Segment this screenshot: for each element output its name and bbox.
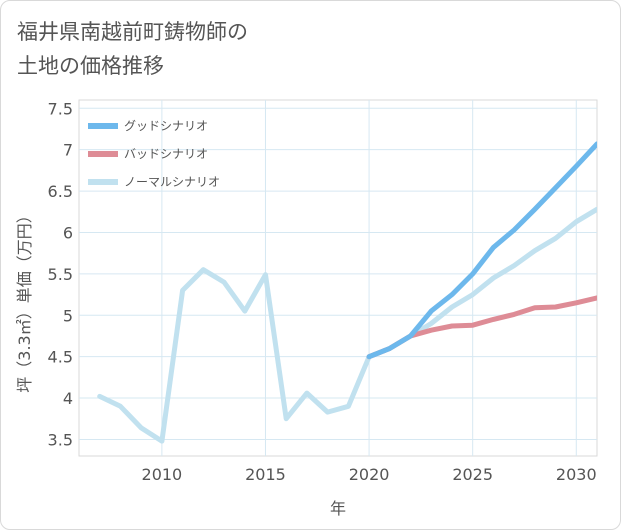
y-tick-label: 6: [63, 223, 73, 242]
y-tick-label: 7: [63, 141, 73, 160]
y-tick-label: 6.5: [48, 182, 73, 201]
y-tick-label: 5.5: [48, 265, 73, 284]
series-line-0: [366, 141, 597, 360]
x-tick-label: 2015: [245, 465, 286, 484]
legend-label-0: グッドシナリオ: [124, 119, 208, 133]
grid-lines: [79, 100, 597, 456]
x-tick-label: 2010: [142, 465, 183, 484]
tick-labels: 3.5 4 4.5 5 5.5 6 6.5 7 7.5 2010 2015 2020 2025 2030: [48, 99, 597, 484]
chart-title: 福井県南越前町鋳物師の 土地の価格推移: [17, 20, 248, 78]
y-tick-label: 3.5: [48, 430, 73, 449]
x-axis-label: 年: [330, 499, 346, 518]
legend-label-2: ノーマルシナリオ: [124, 175, 220, 189]
y-tick-label: 7.5: [48, 99, 73, 118]
y-axis-label: 坪（3.3㎡）単価（万円）: [15, 207, 34, 392]
series-line-2: [97, 206, 597, 444]
x-tick-label: 2020: [349, 465, 390, 484]
y-tick-label: 4: [63, 389, 73, 408]
series-layer: [97, 141, 597, 444]
y-tick-label: 4.5: [48, 348, 73, 367]
x-tick-label: 2025: [452, 465, 493, 484]
legend-label-1: バッドシナリオ: [124, 147, 208, 161]
x-tick-label: 2030: [556, 465, 597, 484]
plot-area: [78, 99, 598, 457]
y-tick-label: 5: [63, 306, 73, 325]
